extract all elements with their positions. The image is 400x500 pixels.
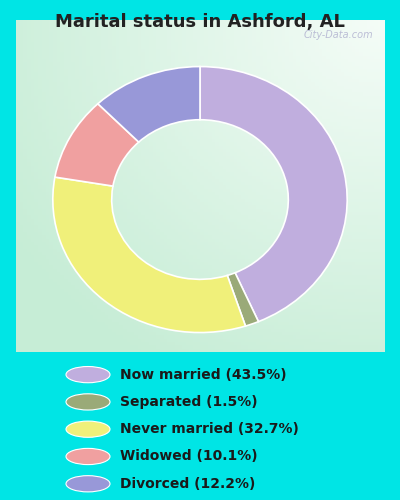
Text: Now married (43.5%): Now married (43.5%)	[120, 368, 287, 382]
Text: Divorced (12.2%): Divorced (12.2%)	[120, 477, 255, 491]
Text: Separated (1.5%): Separated (1.5%)	[120, 395, 258, 409]
Wedge shape	[53, 177, 246, 332]
Wedge shape	[200, 66, 347, 322]
Text: Widowed (10.1%): Widowed (10.1%)	[120, 450, 258, 464]
Wedge shape	[227, 273, 258, 326]
Wedge shape	[55, 104, 139, 186]
Circle shape	[66, 394, 110, 410]
Text: Never married (32.7%): Never married (32.7%)	[120, 422, 299, 436]
Circle shape	[66, 366, 110, 382]
Circle shape	[66, 476, 110, 492]
Circle shape	[66, 448, 110, 464]
Circle shape	[66, 421, 110, 438]
Text: City-Data.com: City-Data.com	[303, 30, 373, 40]
Text: Marital status in Ashford, AL: Marital status in Ashford, AL	[55, 12, 345, 30]
Wedge shape	[98, 66, 200, 142]
